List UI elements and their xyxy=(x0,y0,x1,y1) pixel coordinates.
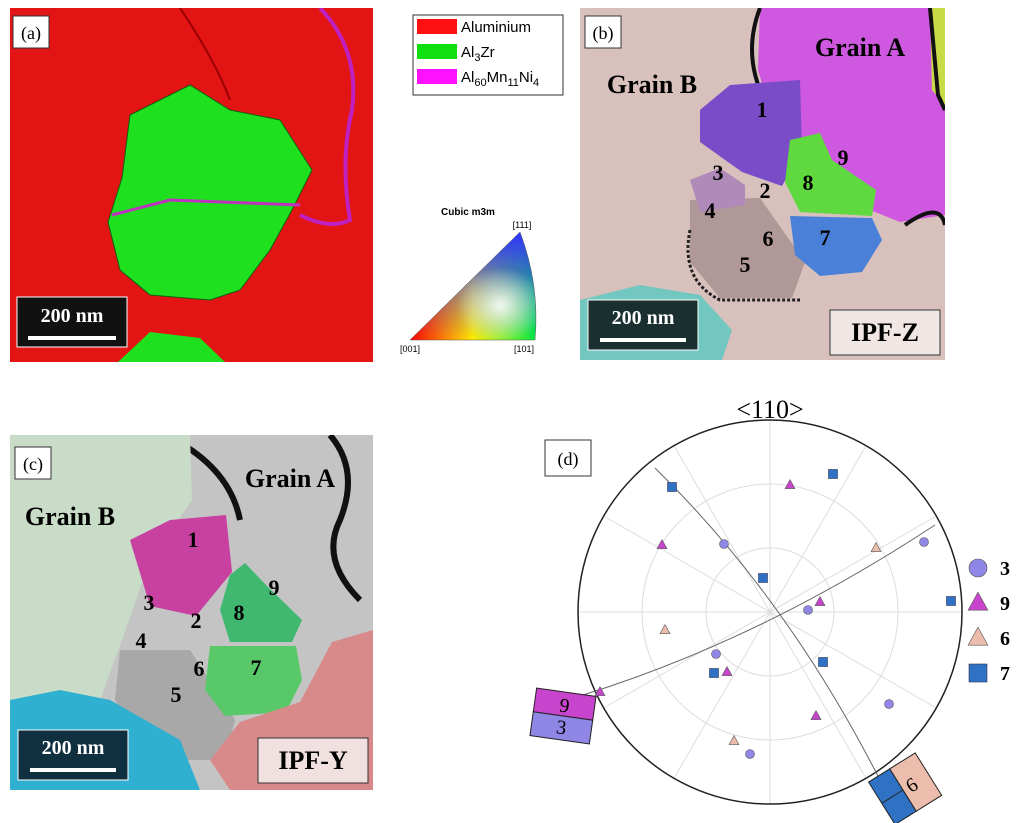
ipf-corner: [001] xyxy=(400,344,420,354)
grain-number: 2 xyxy=(191,608,202,633)
panel-label: (d) xyxy=(558,449,579,470)
grain-number: 5 xyxy=(740,252,751,277)
orientation-box: 93 xyxy=(530,688,596,744)
pole-marker xyxy=(947,597,956,606)
grain-number: 6 xyxy=(763,226,774,251)
legend-label: 7 xyxy=(1000,663,1010,685)
pole-marker xyxy=(819,658,828,667)
legend-label-part: 60 xyxy=(474,77,486,89)
grain-name: Grain A xyxy=(245,464,336,493)
map-type: IPF-Y xyxy=(278,746,348,775)
grain-number: 9 xyxy=(838,145,849,170)
pole-marker xyxy=(968,627,988,645)
grain-number: 9 xyxy=(269,575,280,600)
legend-swatch xyxy=(417,19,457,34)
pole-marker xyxy=(811,711,821,720)
grain-number: 4 xyxy=(136,628,147,653)
grain-name: Grain B xyxy=(25,502,115,531)
scale-bar-label: 200 nm xyxy=(41,305,104,327)
grain-number: 1 xyxy=(188,527,199,552)
legend-label-part: 11 xyxy=(507,77,518,89)
pole-marker xyxy=(660,625,670,634)
grain-number: 6 xyxy=(194,656,205,681)
legend-label-part: Al xyxy=(461,69,474,86)
pole-marker xyxy=(871,543,881,552)
grain-number: 3 xyxy=(144,590,155,615)
figure: 200 nm (a) AluminiumAl3ZrAl60Mn11Ni4 Cub… xyxy=(0,0,1022,823)
pole-marker xyxy=(829,470,838,479)
pole-marker xyxy=(968,592,988,610)
scale-bar-label: 200 nm xyxy=(42,737,105,759)
panel-a: 200 nm (a) xyxy=(10,8,373,362)
grain-number: 7 xyxy=(251,655,262,680)
legend-swatch xyxy=(417,69,457,84)
pole-marker xyxy=(969,559,987,577)
panel-c: 200 nm IPF-Y Grain A Grain B (c) 1 2 3 4 56 7… xyxy=(10,435,373,790)
pole-marker xyxy=(920,538,929,547)
ipf-corner: [101] xyxy=(514,344,534,354)
legend-swatch xyxy=(417,44,457,59)
ipf-triangle-white xyxy=(410,232,536,340)
pole-marker xyxy=(804,606,813,615)
grain-number: 1 xyxy=(757,97,768,122)
ipf-corner: [111] xyxy=(513,220,532,230)
pole-marker xyxy=(969,664,987,682)
legend-label-part: Zr xyxy=(480,44,494,61)
ipf-key: Cubic m3m [111] [001] [101] xyxy=(400,207,536,354)
pole-marker xyxy=(720,540,729,549)
pole-marker xyxy=(815,597,825,606)
grain-number: 8 xyxy=(234,600,245,625)
legend-label-part: Ni xyxy=(519,69,533,86)
pole-marker xyxy=(785,480,795,489)
grain-number: 2 xyxy=(760,178,771,203)
grain-name: Grain B xyxy=(607,70,697,99)
scale-bar-label: 200 nm xyxy=(612,307,675,329)
legend-label: 6 xyxy=(1000,628,1010,650)
pole-marker xyxy=(722,667,732,676)
pole-marker xyxy=(712,650,721,659)
ipf-title: Cubic m3m xyxy=(441,207,495,218)
legend-label: Aluminium xyxy=(461,19,531,36)
grain-number: 8 xyxy=(803,170,814,195)
panel-label: (b) xyxy=(593,23,614,44)
grain-number: 4 xyxy=(705,198,716,223)
pole-marker xyxy=(729,736,739,745)
pole-marker xyxy=(885,700,894,709)
legend-label: 3 xyxy=(1000,558,1010,580)
legend-label-part: Al xyxy=(461,44,474,61)
panel-label: (c) xyxy=(23,454,43,475)
panel-b: 200 nm IPF-Z Grain A Grain B (b) 1 2 3 4 56 7… xyxy=(580,8,945,360)
grain-number: 3 xyxy=(713,160,724,185)
pole-marker xyxy=(746,750,755,759)
grain-name: Grain A xyxy=(815,33,906,62)
grain-number: 5 xyxy=(171,682,182,707)
orientation-box: 6 xyxy=(869,753,942,823)
pole-marker xyxy=(759,574,768,583)
pole-marker xyxy=(657,540,667,549)
legend-label-part: Aluminium xyxy=(461,19,531,36)
legend-label-part: Mn xyxy=(487,69,508,86)
map-type: IPF-Z xyxy=(851,318,919,347)
legend-label: 9 xyxy=(1000,593,1010,615)
pole-marker xyxy=(668,483,677,492)
pole-marker xyxy=(710,669,719,678)
grain-number: 7 xyxy=(820,225,831,250)
legend-label-part: 4 xyxy=(533,77,539,89)
panel-label: (a) xyxy=(21,23,41,44)
